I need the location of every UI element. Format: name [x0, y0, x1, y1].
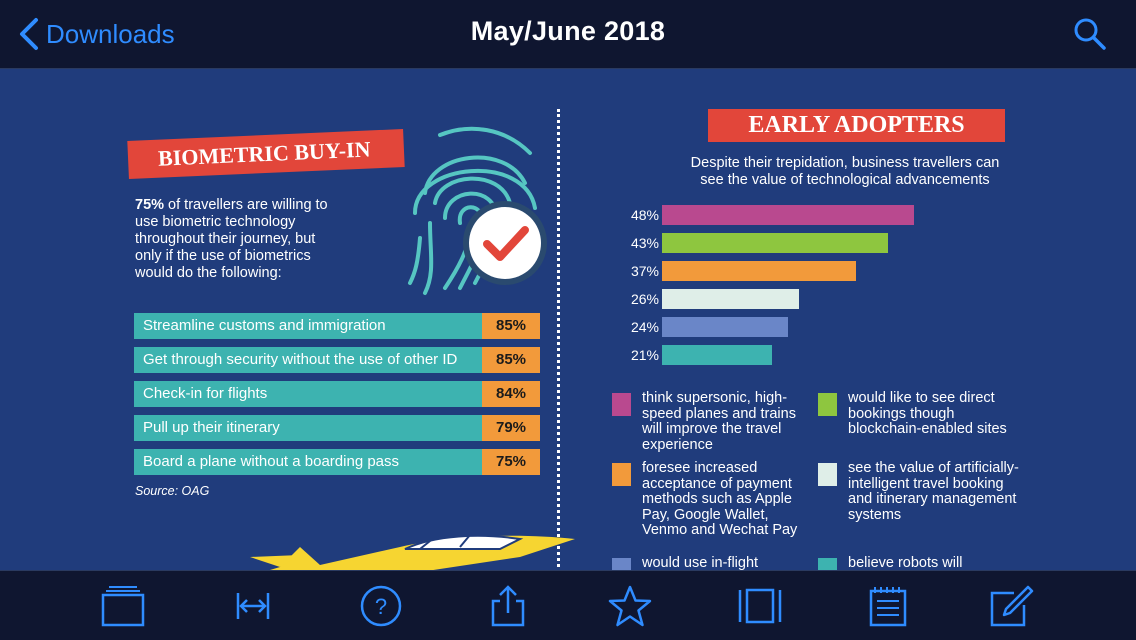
- bar: [662, 289, 799, 309]
- legend-swatch: [612, 393, 631, 416]
- fit-width-icon[interactable]: [230, 585, 276, 627]
- row-label: Check-in for flights: [134, 381, 482, 407]
- table-row: Board a plane without a boarding pass 75…: [134, 449, 540, 475]
- page-view-icon[interactable]: [737, 585, 783, 627]
- bookmark-star-icon[interactable]: [607, 585, 653, 627]
- source-note: Source: OAG: [135, 484, 210, 498]
- legend-text: foresee increased acceptance of payment …: [642, 460, 798, 538]
- row-label: Get through security without the use of …: [134, 347, 482, 373]
- svg-text:?: ?: [375, 594, 387, 619]
- biometric-banner: BIOMETRIC BUY-IN: [127, 128, 405, 180]
- biometric-intro: 75% of travellers are willing to use bio…: [135, 197, 340, 282]
- bar: [662, 233, 888, 253]
- share-icon[interactable]: [485, 585, 531, 627]
- row-label: Board a plane without a boarding pass: [134, 449, 482, 475]
- early-adopters-subtitle: Despite their trepidation, business trav…: [690, 155, 1000, 188]
- row-label: Streamline customs and immigration: [134, 313, 482, 339]
- legend-text: would like to see direct bookings though…: [848, 390, 1007, 437]
- legend-swatch: [818, 463, 837, 486]
- early-adopters-bar-chart: 48% 43% 37% 26% 24% 21%: [615, 205, 945, 375]
- biometric-table: Streamline customs and immigration 85% G…: [134, 313, 540, 483]
- bar-label: 21%: [630, 347, 659, 363]
- bar-label: 37%: [630, 263, 659, 279]
- table-row: Streamline customs and immigration 85%: [134, 313, 540, 339]
- top-navigation-bar: Downloads May/June 2018: [0, 0, 1136, 69]
- bar: [662, 205, 914, 225]
- bar: [662, 261, 856, 281]
- help-icon[interactable]: ?: [358, 585, 404, 627]
- legend-text: would use in-flight: [642, 555, 759, 570]
- bottom-toolbar: ?: [0, 570, 1136, 640]
- table-row: Get through security without the use of …: [134, 347, 540, 373]
- contents-icon[interactable]: [865, 585, 911, 627]
- legend-text: believe robots will: [848, 555, 963, 570]
- bar-label: 43%: [630, 235, 659, 251]
- chevron-left-icon: [20, 18, 38, 50]
- row-percent: 85%: [482, 347, 540, 373]
- legend-swatch: [612, 558, 631, 570]
- intro-highlight: 75%: [135, 197, 165, 213]
- row-label: Pull up their itinerary: [134, 415, 482, 441]
- row-percent: 75%: [482, 449, 540, 475]
- bar-label: 24%: [630, 319, 659, 335]
- legend-text: see the value of artificially-intelligen…: [848, 460, 1019, 523]
- bar: [662, 317, 788, 337]
- bar-label: 48%: [630, 207, 659, 223]
- intro-text: of travellers are willing to use biometr…: [135, 197, 328, 281]
- legend-swatch: [612, 463, 631, 486]
- legend-swatch: [818, 393, 837, 416]
- supersonic-plane-illustration: [250, 534, 575, 570]
- table-row: Check-in for flights 84%: [134, 381, 540, 407]
- bar: [662, 345, 772, 365]
- table-row: Pull up their itinerary 79%: [134, 415, 540, 441]
- back-button[interactable]: Downloads: [18, 14, 175, 54]
- annotate-icon[interactable]: [988, 585, 1034, 627]
- legend-text: think supersonic, high-speed planes and …: [642, 390, 796, 453]
- row-percent: 84%: [482, 381, 540, 407]
- early-adopters-banner: EARLY ADOPTERS: [708, 109, 1005, 142]
- thumbnails-icon[interactable]: [100, 585, 146, 627]
- magazine-page[interactable]: BIOMETRIC BUY-IN 75% of travellers are w…: [0, 69, 1136, 570]
- search-icon[interactable]: [1072, 16, 1108, 52]
- legend-swatch: [818, 558, 837, 570]
- row-percent: 79%: [482, 415, 540, 441]
- fingerprint-icon: [408, 126, 547, 295]
- bar-label: 26%: [630, 291, 659, 307]
- page-title: May/June 2018: [470, 16, 666, 46]
- back-button-label: Downloads: [46, 18, 175, 49]
- row-percent: 85%: [482, 313, 540, 339]
- column-divider: [557, 109, 560, 570]
